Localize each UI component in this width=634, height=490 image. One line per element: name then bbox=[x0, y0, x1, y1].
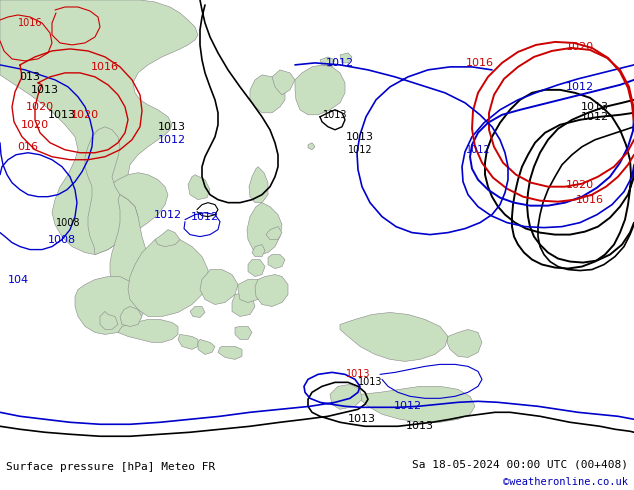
Polygon shape bbox=[266, 226, 282, 240]
Text: 104: 104 bbox=[8, 274, 29, 285]
Polygon shape bbox=[252, 245, 265, 257]
Polygon shape bbox=[0, 0, 198, 255]
Text: 1016: 1016 bbox=[466, 58, 494, 68]
Polygon shape bbox=[360, 386, 475, 422]
Text: 1020: 1020 bbox=[26, 102, 54, 112]
Polygon shape bbox=[447, 329, 482, 357]
Polygon shape bbox=[330, 384, 362, 409]
Polygon shape bbox=[92, 172, 168, 249]
Polygon shape bbox=[247, 203, 282, 255]
Text: Sa 18-05-2024 00:00 UTC (00+408): Sa 18-05-2024 00:00 UTC (00+408) bbox=[411, 459, 628, 469]
Text: ©weatheronline.co.uk: ©weatheronline.co.uk bbox=[503, 477, 628, 487]
Text: 1013: 1013 bbox=[348, 414, 376, 424]
Polygon shape bbox=[238, 279, 262, 302]
Polygon shape bbox=[188, 175, 210, 199]
Polygon shape bbox=[340, 53, 352, 63]
Text: 1008: 1008 bbox=[56, 218, 81, 228]
Polygon shape bbox=[308, 143, 315, 150]
Polygon shape bbox=[178, 335, 198, 349]
Polygon shape bbox=[118, 319, 178, 343]
Polygon shape bbox=[340, 313, 448, 362]
Text: 1013: 1013 bbox=[31, 85, 59, 95]
Polygon shape bbox=[320, 57, 335, 67]
Text: 013: 013 bbox=[20, 72, 41, 82]
Polygon shape bbox=[248, 260, 265, 276]
Polygon shape bbox=[198, 340, 215, 354]
Polygon shape bbox=[200, 270, 238, 304]
Text: 1012: 1012 bbox=[394, 401, 422, 411]
Polygon shape bbox=[190, 306, 205, 318]
Text: 1016: 1016 bbox=[18, 18, 42, 28]
Polygon shape bbox=[120, 306, 142, 326]
Polygon shape bbox=[128, 237, 208, 317]
Text: 1012: 1012 bbox=[158, 135, 186, 145]
Polygon shape bbox=[255, 274, 288, 306]
Text: 1016: 1016 bbox=[576, 195, 604, 205]
Polygon shape bbox=[110, 195, 148, 293]
Text: 1013: 1013 bbox=[48, 110, 76, 120]
Text: 1013: 1013 bbox=[358, 377, 382, 388]
Text: Surface pressure [hPa] Meteo FR: Surface pressure [hPa] Meteo FR bbox=[6, 462, 216, 472]
Text: 1020: 1020 bbox=[566, 180, 594, 190]
Polygon shape bbox=[295, 65, 345, 115]
Text: 1012: 1012 bbox=[154, 210, 182, 220]
Text: 1013: 1013 bbox=[346, 132, 374, 142]
Text: 1013: 1013 bbox=[323, 110, 347, 120]
Text: 1020: 1020 bbox=[71, 110, 99, 120]
Text: 1013: 1013 bbox=[158, 122, 186, 132]
Polygon shape bbox=[235, 326, 252, 340]
Text: 1013: 1013 bbox=[346, 369, 370, 379]
Polygon shape bbox=[272, 70, 295, 95]
Text: 1020: 1020 bbox=[21, 120, 49, 130]
Text: 1012: 1012 bbox=[466, 145, 490, 155]
Text: 1016: 1016 bbox=[91, 62, 119, 72]
Polygon shape bbox=[75, 276, 145, 335]
Polygon shape bbox=[232, 293, 255, 317]
Polygon shape bbox=[249, 167, 268, 203]
Text: 1012: 1012 bbox=[326, 58, 354, 68]
Text: 1012: 1012 bbox=[347, 145, 372, 155]
Text: 1008: 1008 bbox=[48, 235, 76, 245]
Polygon shape bbox=[218, 346, 242, 359]
Polygon shape bbox=[100, 312, 118, 329]
Text: 1013: 1013 bbox=[406, 421, 434, 431]
Text: 1013: 1013 bbox=[581, 102, 609, 112]
Text: 1012: 1012 bbox=[566, 82, 594, 92]
Polygon shape bbox=[85, 127, 138, 255]
Polygon shape bbox=[155, 230, 180, 246]
Text: 016: 016 bbox=[18, 142, 39, 152]
Text: 1012: 1012 bbox=[581, 112, 609, 122]
Text: 1012: 1012 bbox=[191, 212, 219, 221]
Polygon shape bbox=[268, 255, 285, 269]
Text: 1020: 1020 bbox=[566, 42, 594, 52]
Polygon shape bbox=[250, 75, 285, 113]
